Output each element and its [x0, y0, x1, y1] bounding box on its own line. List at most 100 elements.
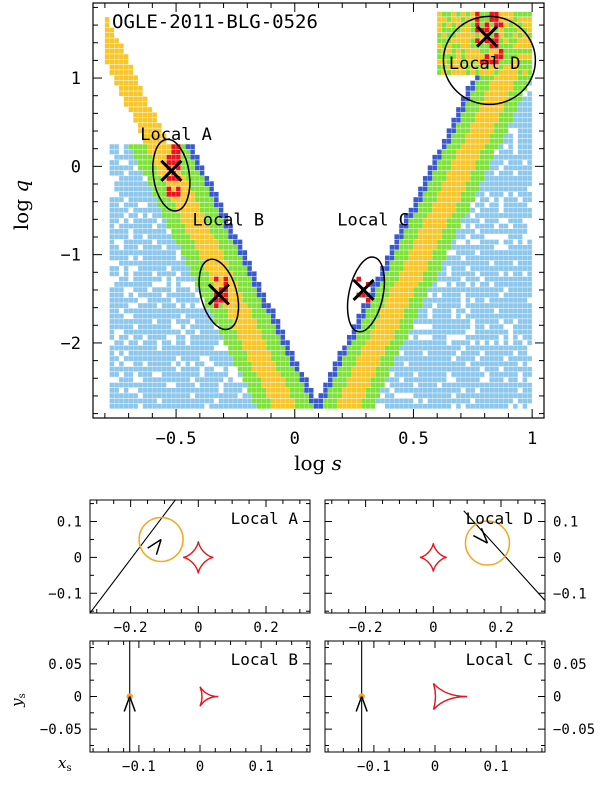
heatmap-cell [456, 186, 461, 192]
heatmap-cell [114, 234, 119, 240]
heatmap-cell [494, 138, 499, 144]
heatmap-cell [403, 319, 409, 324]
heatmap-cell [527, 43, 532, 49]
heatmap-cell [475, 33, 480, 38]
heatmap-cell [223, 282, 229, 287]
heatmap-cell [503, 165, 509, 171]
heatmap-cell [309, 398, 314, 404]
heatmap-cell [503, 340, 509, 346]
heatmap-cell [104, 48, 110, 54]
heatmap-cell [489, 223, 494, 229]
heatmap-cell [138, 107, 143, 112]
heatmap-cell [233, 271, 238, 277]
heatmap-cell [171, 255, 176, 261]
heatmap-cell [451, 244, 456, 250]
heatmap-cell [375, 340, 380, 346]
heatmap-cell [475, 287, 480, 293]
heatmap-cell [470, 393, 475, 399]
heatmap-cell [195, 350, 200, 356]
heatmap-cell [370, 350, 376, 356]
heatmap-cell [157, 207, 162, 213]
heatmap-cell [157, 377, 162, 383]
heatmap-cell [209, 239, 214, 245]
heatmap-cell [465, 38, 471, 44]
heatmap-cell [418, 191, 423, 197]
heatmap-cell [494, 324, 499, 330]
heatmap-cell [195, 213, 200, 218]
heatmap-cell [489, 11, 494, 17]
x-tick-label: 0 [196, 759, 204, 775]
heatmap-cell [508, 27, 513, 33]
heatmap-cell [280, 387, 286, 393]
heatmap-cell [432, 207, 437, 213]
heatmap-cell [470, 229, 475, 234]
heatmap-cell [522, 144, 528, 150]
heatmap-cell [432, 202, 437, 208]
heatmap-cell [489, 33, 494, 38]
heatmap-cell [152, 234, 157, 240]
heatmap-cell [503, 154, 509, 160]
heatmap-cell [389, 297, 395, 303]
heatmap-cell [128, 160, 134, 165]
heatmap-cell [475, 17, 480, 22]
heatmap-cell [327, 377, 333, 383]
heatmap-cell [513, 297, 518, 303]
heatmap-cell [142, 303, 148, 308]
heatmap-cell [427, 202, 433, 208]
heatmap-cell [456, 244, 461, 250]
heatmap-cell [252, 276, 257, 282]
heatmap-cell [441, 144, 447, 150]
heatmap-cell [441, 186, 447, 192]
heatmap-cell [522, 361, 528, 367]
heatmap-cell [484, 361, 490, 367]
heatmap-cell [489, 123, 494, 128]
heatmap-cell [375, 372, 380, 377]
heatmap-cell [456, 276, 461, 282]
heatmap-cell [517, 54, 523, 59]
heatmap-cell [503, 260, 509, 266]
heatmap-cell [384, 303, 390, 308]
heatmap-cell [147, 393, 153, 399]
heatmap-cell [271, 356, 276, 361]
heatmap-cell [133, 340, 138, 346]
heatmap-cell [513, 345, 518, 351]
heatmap-cell [527, 266, 532, 271]
heatmap-cell [494, 250, 499, 256]
heatmap-cell [190, 372, 195, 377]
heatmap-cell [479, 117, 485, 123]
heatmap-cell [418, 387, 423, 393]
heatmap-cell [475, 101, 480, 107]
heatmap-cell [470, 22, 475, 28]
heatmap-cell [451, 59, 456, 65]
heatmap-cell [437, 260, 442, 266]
heatmap-cell [365, 356, 371, 361]
heatmap-cell [527, 335, 532, 340]
heatmap-cell [527, 70, 532, 75]
heatmap-cell [465, 197, 471, 203]
heatmap-cell [517, 271, 523, 277]
heatmap-cell [389, 303, 395, 308]
heatmap-cell [508, 54, 513, 59]
heatmap-cell [223, 255, 229, 261]
heatmap-cell [327, 403, 333, 409]
heatmap-cell [114, 197, 119, 203]
heatmap-cell [475, 223, 480, 229]
heatmap-cell [403, 255, 409, 261]
heatmap-cell [214, 287, 219, 293]
heatmap-cell [180, 324, 186, 330]
heatmap-cell [451, 234, 456, 240]
heatmap-cell [152, 398, 157, 404]
heatmap-cell [408, 319, 414, 324]
heatmap-cell [209, 234, 214, 240]
heatmap-cell [142, 154, 148, 160]
heatmap-cell [456, 393, 461, 399]
heatmap-cell [185, 223, 191, 229]
heatmap-cell [142, 260, 148, 266]
heatmap-cell [209, 340, 214, 346]
heatmap-cell [456, 202, 461, 208]
heatmap-cell [479, 75, 485, 81]
heatmap-cell [285, 377, 290, 383]
heatmap-cell [456, 366, 461, 372]
heatmap-cell [209, 335, 214, 340]
heatmap-cell [498, 297, 504, 303]
